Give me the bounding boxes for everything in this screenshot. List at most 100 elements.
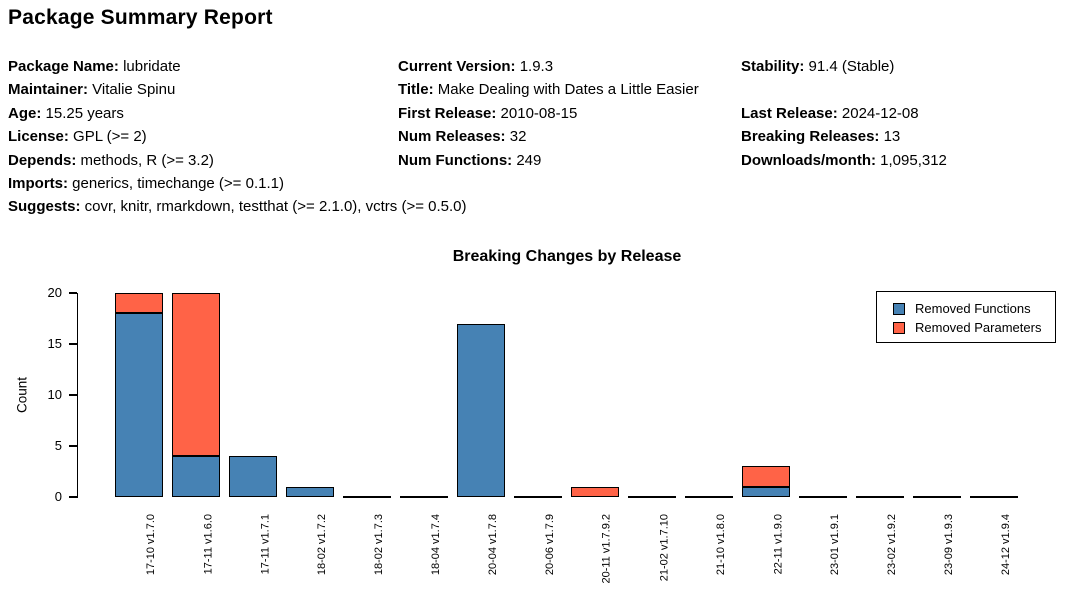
y-axis-line	[76, 293, 78, 498]
bar-segment-removed-parameters	[172, 293, 220, 457]
metadata-label: Age:	[8, 104, 42, 122]
metadata-row: Suggests: covr, knitr, rmarkdown, testth…	[8, 195, 467, 218]
metadata-value: 91.4 (Stable)	[804, 58, 895, 75]
metadata-value: 1,095,312	[876, 151, 947, 169]
bar-segment-removed-functions	[742, 486, 790, 497]
y-tick-label: 5	[54, 438, 62, 453]
bar-segment-removed-parameters	[571, 486, 619, 497]
metadata-row: License: GPL (>= 2)	[8, 125, 467, 148]
bar-zero-line	[856, 495, 904, 498]
y-tick-mark	[69, 445, 77, 447]
bar-zero-line	[400, 495, 448, 498]
bar-segment-removed-functions	[286, 486, 334, 497]
metadata-value: 2010-08-15	[496, 104, 578, 122]
bar-zero-line	[970, 495, 1018, 498]
y-tick-label: 20	[47, 285, 62, 300]
legend-item: Removed Functions	[877, 299, 1055, 318]
y-tick-label: 15	[47, 336, 62, 351]
metadata-value: 15.25 years	[41, 104, 124, 122]
metadata-label: Breaking Releases:	[741, 128, 880, 146]
x-tick-label: 24-12 v1.9.4	[1000, 514, 1012, 576]
bar-segment-removed-functions	[172, 456, 220, 497]
metadata-value: 2024-12-08	[837, 104, 919, 122]
bar-zero-line	[514, 495, 562, 498]
legend-label: Removed Functions	[915, 301, 1031, 316]
metadata-row: First Release: 2010-08-15	[398, 102, 699, 125]
y-tick-mark	[69, 343, 77, 345]
metadata-label: Current Version:	[398, 58, 516, 75]
x-tick-label: 21-10 v1.8.0	[715, 514, 727, 576]
bar-zero-line	[685, 495, 733, 498]
legend-label: Removed Parameters	[915, 320, 1042, 335]
x-tick-label: 18-02 v1.7.3	[373, 514, 385, 576]
metadata-label: Title:	[398, 81, 434, 99]
metadata-row: Downloads/month: 1,095,312	[741, 149, 947, 172]
metadata-value: Make Dealing with Dates a Little Easier	[433, 81, 699, 99]
metadata-value: methods, R (>= 3.2)	[76, 151, 214, 169]
metadata-row: Maintainer: Vitalie Spinu	[8, 78, 467, 101]
y-tick-label: 0	[54, 489, 62, 504]
x-tick-label: 23-01 v1.9.1	[829, 514, 841, 576]
chart-legend: Removed Functions Removed Parameters	[876, 291, 1056, 343]
metadata-label: Stability:	[741, 58, 805, 75]
metadata-row: Num Releases: 32	[398, 125, 699, 148]
bar-zero-line	[799, 495, 847, 498]
metadata-row: Depends: methods, R (>= 3.2)	[8, 149, 467, 172]
metadata-label: Depends:	[8, 151, 77, 169]
metadata-label: License:	[8, 128, 69, 146]
metadata-value: 249	[512, 151, 542, 169]
x-tick-label: 20-04 v1.7.8	[487, 514, 499, 576]
metadata-row: Current Version: 1.9.3	[398, 55, 699, 78]
metadata-label: Imports:	[8, 175, 68, 193]
metadata-row: Age: 15.25 years	[8, 102, 467, 125]
legend-item: Removed Parameters	[877, 318, 1055, 337]
metadata-column-right: Stability: 91.4 (Stable) Last Release: 2…	[741, 55, 947, 172]
metadata-value: covr, knitr, rmarkdown, testthat (>= 2.1…	[80, 198, 467, 216]
metadata-row: Last Release: 2024-12-08	[741, 102, 947, 125]
metadata-row: Package Name: lubridate	[8, 55, 467, 78]
metadata-row: Breaking Releases: 13	[741, 125, 947, 148]
bar-segment-removed-parameters	[742, 466, 790, 487]
metadata-label: Num Functions:	[398, 151, 513, 169]
metadata-row: Stability: 91.4 (Stable)	[741, 55, 947, 78]
bar-segment-removed-parameters	[115, 293, 163, 314]
metadata-label: Suggests:	[8, 198, 81, 216]
x-tick-label: 17-11 v1.6.0	[202, 514, 214, 575]
x-tick-label: 22-11 v1.9.0	[772, 514, 784, 575]
x-tick-label: 18-02 v1.7.2	[316, 514, 328, 576]
legend-swatch-removed-parameters	[893, 321, 905, 334]
x-tick-label: 17-11 v1.7.1	[259, 514, 271, 575]
metadata-value: Vitalie Spinu	[88, 81, 176, 99]
metadata-label: First Release:	[398, 104, 497, 122]
bar-segment-removed-functions	[115, 313, 163, 497]
x-tick-label: 18-04 v1.7.4	[430, 514, 442, 576]
x-tick-label: 20-06 v1.7.9	[544, 514, 556, 576]
metadata-column-left: Package Name: lubridate Maintainer: Vital…	[8, 55, 467, 219]
y-tick-label: 10	[47, 387, 62, 402]
metadata-label: Num Releases:	[398, 128, 506, 146]
y-tick-mark	[69, 394, 77, 396]
metadata-row: Imports: generics, timechange (>= 0.1.1)	[8, 172, 467, 195]
x-tick-label: 20-11 v1.7.9.2	[601, 514, 613, 584]
metadata-value: GPL (>= 2)	[68, 128, 147, 146]
y-tick-mark	[69, 292, 77, 294]
metadata-value: generics, timechange (>= 0.1.1)	[68, 175, 284, 193]
bar-zero-line	[343, 495, 391, 498]
metadata-value	[741, 81, 745, 98]
bar-segment-removed-functions	[229, 456, 277, 497]
y-tick-mark	[69, 496, 77, 498]
metadata-value: lubridate	[118, 58, 181, 75]
bar-zero-line	[628, 495, 676, 498]
chart-title: Breaking Changes by Release	[452, 248, 682, 265]
legend-swatch-removed-functions	[893, 302, 905, 315]
metadata-value: 1.9.3	[515, 58, 554, 75]
metadata-label: Downloads/month:	[741, 151, 876, 169]
metadata-row: Title: Make Dealing with Dates a Little …	[398, 78, 699, 101]
x-tick-label: 23-02 v1.9.2	[886, 514, 898, 576]
metadata-label: Maintainer:	[8, 81, 89, 99]
x-tick-label: 17-10 v1.7.0	[145, 514, 157, 576]
metadata-label: Package Name:	[8, 58, 119, 75]
metadata-row	[741, 78, 947, 101]
metadata-row: Num Functions: 249	[398, 149, 699, 172]
bar-zero-line	[913, 495, 961, 498]
